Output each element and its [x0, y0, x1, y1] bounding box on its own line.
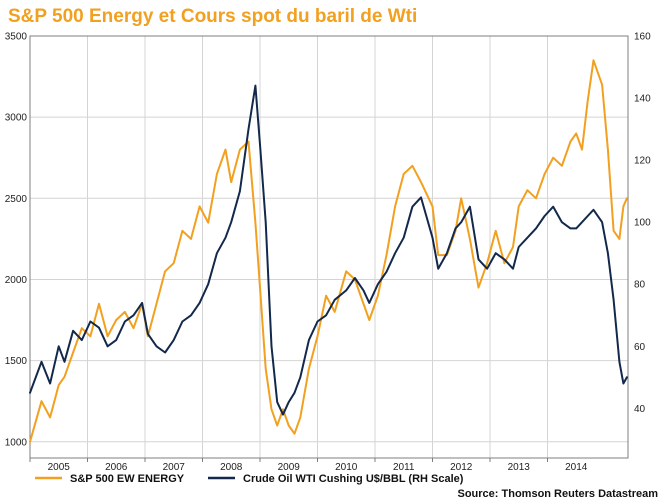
y-right-tick-label: 80 — [634, 280, 646, 291]
x-tick-label: 2012 — [450, 462, 473, 473]
y-left-tick-label: 1500 — [5, 356, 28, 367]
x-tick-label: 2009 — [278, 462, 301, 473]
chart-title: S&P 500 Energy et Cours spot du baril de… — [8, 6, 417, 27]
x-tick-label: 2006 — [105, 462, 128, 473]
x-tick-label: 2014 — [565, 462, 588, 473]
x-tick-label: 2010 — [335, 462, 358, 473]
x-tick-label: 2008 — [220, 462, 243, 473]
y-left-tick-label: 2500 — [5, 194, 28, 205]
source-note: Source: Thomson Reuters Datastream — [458, 488, 659, 500]
series-layer — [29, 59, 628, 443]
x-tick-label: 2013 — [508, 462, 531, 473]
series-line-energy — [29, 59, 628, 443]
x-tick-label: 2007 — [163, 462, 186, 473]
y-right-tick-label: 40 — [634, 404, 646, 415]
left-axis: 1000 1500 2000 2500 3000 3500 — [5, 32, 28, 449]
y-left-tick-label: 2000 — [5, 275, 28, 286]
y-right-tick-label: 120 — [634, 156, 651, 167]
y-right-tick-label: 60 — [634, 342, 646, 353]
x-tick-label: 2011 — [393, 462, 415, 473]
y-right-tick-label: 140 — [634, 94, 651, 105]
legend-label-energy: S&P 500 EW ENERGY — [70, 473, 185, 485]
x-tick-label: 2005 — [48, 462, 71, 473]
x-axis: 2005 2006 2007 2008 2009 2010 2011 2012 2013 2014 — [29, 458, 588, 473]
y-left-tick-label: 3500 — [5, 32, 28, 43]
plot-frame — [29, 35, 629, 459]
right-axis: 40 60 80 100 120 140 160 — [634, 32, 651, 415]
y-right-tick-label: 100 — [634, 218, 651, 229]
series-line-wti — [29, 84, 628, 416]
y-left-tick-label: 1000 — [5, 437, 28, 448]
y-right-tick-label: 160 — [634, 32, 651, 43]
y-left-tick-label: 3000 — [5, 113, 28, 124]
legend: S&P 500 EW ENERGY Crude Oil WTI Cushing … — [35, 473, 464, 485]
grid — [30, 35, 628, 458]
legend-label-wti: Crude Oil WTI Cushing U$/BBL (RH Scale) — [243, 473, 464, 485]
